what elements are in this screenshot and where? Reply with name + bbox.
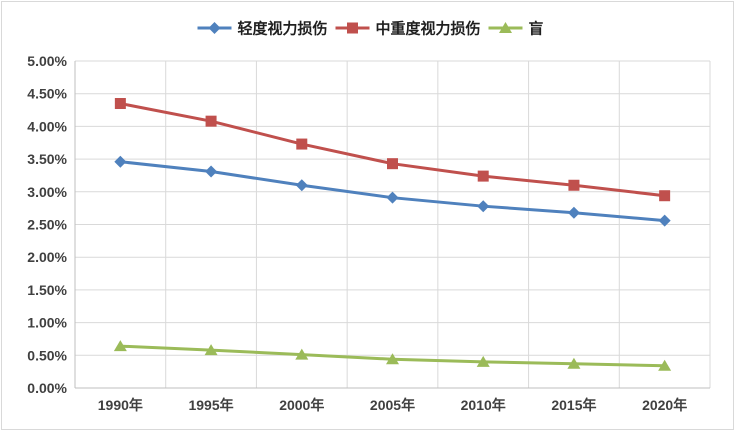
x-tick-label: 1995年 xyxy=(188,397,233,413)
data-point xyxy=(476,355,490,367)
legend-marker xyxy=(499,22,512,33)
series-layer xyxy=(113,98,672,371)
data-point xyxy=(296,138,308,150)
legend-marker xyxy=(347,22,358,34)
series-2 xyxy=(113,340,672,371)
series-0 xyxy=(114,155,671,227)
grid xyxy=(74,60,711,388)
y-tick-label: 3.00% xyxy=(27,184,67,200)
y-tick-label: 4.00% xyxy=(27,118,67,134)
data-point xyxy=(386,191,399,204)
y-tick-label: 1.00% xyxy=(27,315,67,331)
legend-item: 轻度视力损伤 xyxy=(197,20,328,38)
legend-item: 盲 xyxy=(488,20,544,38)
x-tick-label: 2020年 xyxy=(642,397,687,413)
series-line xyxy=(120,160,665,223)
y-tick-label: 0.00% xyxy=(27,380,67,396)
y-tick-label: 4.50% xyxy=(27,86,67,102)
legend-marker xyxy=(208,22,221,34)
data-point xyxy=(114,98,126,110)
data-point xyxy=(204,344,218,356)
data-point xyxy=(113,340,127,352)
x-tick-label: 2015年 xyxy=(551,397,596,413)
y-tick-label: 2.00% xyxy=(27,249,67,265)
y-axis-ticks: 0.00% 0.50% 1.00% 1.50% 2.00% 2.50% 3.00% 3.50%… xyxy=(27,53,67,396)
x-tick-label: 2010年 xyxy=(461,397,506,413)
data-point xyxy=(567,357,581,369)
data-point xyxy=(205,115,217,127)
y-tick-label: 2.50% xyxy=(27,217,67,233)
legend-label: 轻度视力损伤 xyxy=(238,20,328,38)
data-point xyxy=(659,190,671,202)
legend-label: 盲 xyxy=(529,20,544,38)
data-point xyxy=(477,170,489,182)
data-point xyxy=(387,158,398,170)
axes xyxy=(74,61,710,389)
y-tick-label: 1.50% xyxy=(27,282,67,298)
data-point xyxy=(386,353,399,365)
data-point xyxy=(658,214,671,227)
data-point xyxy=(658,359,672,371)
data-point xyxy=(205,165,218,178)
data-point xyxy=(295,348,309,360)
legend-label: 中重度视力损伤 xyxy=(376,20,481,38)
data-point xyxy=(567,206,580,219)
x-tick-label: 1990年 xyxy=(98,397,143,413)
y-tick-label: 0.50% xyxy=(27,347,67,363)
x-axis-ticks: 1990年 1995年 2000年 2005年 2010年 2015年 2020年 xyxy=(98,397,687,413)
series-line xyxy=(120,102,665,198)
data-point xyxy=(568,179,580,191)
data-point xyxy=(114,155,127,168)
legend: 轻度视力损伤 中重度视力损伤 盲 xyxy=(197,20,544,38)
series-1 xyxy=(114,98,671,202)
x-tick-label: 2000年 xyxy=(279,397,324,413)
y-tick-label: 5.00% xyxy=(27,53,67,69)
legend-item: 中重度视力损伤 xyxy=(335,20,481,38)
y-tick-label: 3.50% xyxy=(27,151,67,167)
data-point xyxy=(477,200,490,213)
data-point xyxy=(295,179,308,192)
x-tick-label: 2005年 xyxy=(370,397,415,413)
